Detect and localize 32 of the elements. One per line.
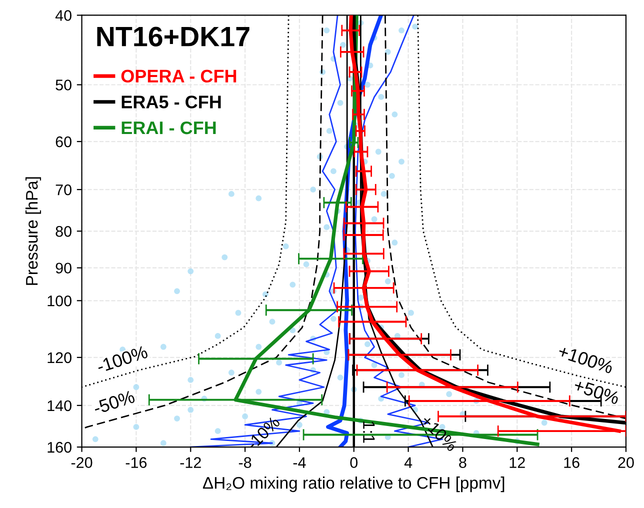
y-tick-label: 60 [56, 136, 72, 148]
y-tick-label: 50 [56, 80, 72, 90]
x-axis-title: ΔH₂O mixing ratio relative to CFH [ppmv] [202, 476, 504, 492]
x-tick-label: 16 [564, 457, 580, 468]
x-tick-label: -12 [180, 457, 201, 468]
x-tick-label: 4 [404, 457, 412, 468]
x-tick-label: 0 [350, 457, 358, 468]
x-tick-label: 8 [459, 457, 466, 468]
x-tick-label: -16 [126, 457, 147, 468]
annotation: 1:1 [363, 422, 375, 443]
y-tick-label: 160 [48, 442, 72, 453]
annotation: -100% [96, 345, 148, 374]
legend-label: OPERA - CFH [121, 70, 236, 83]
y-axis-title: Pressure [hPa] [25, 177, 42, 285]
legend-label: ERA5 - CFH [122, 96, 221, 108]
y-tick-label: 70 [56, 184, 72, 196]
y-tick-label: 40 [55, 10, 72, 21]
y-tick-label: 90 [56, 262, 72, 274]
chart-title: NT16+DK17 [97, 26, 250, 46]
annotation: +100% [558, 344, 614, 374]
y-tick-label: 80 [56, 226, 72, 237]
x-tick-label: 12 [510, 457, 525, 468]
y-tick-label: 120 [48, 352, 72, 364]
x-tick-label: -8 [238, 457, 252, 468]
y-tick-label: 140 [48, 400, 72, 412]
annotation: +50% [573, 378, 620, 405]
x-tick-label: -20 [71, 457, 92, 468]
legend-label: ERAI - CFH [122, 121, 216, 134]
y-tick-label: 100 [48, 296, 72, 306]
annotation: -50% [92, 390, 136, 415]
x-tick-label: 20 [618, 457, 634, 468]
x-tick-label: -4 [293, 457, 306, 468]
